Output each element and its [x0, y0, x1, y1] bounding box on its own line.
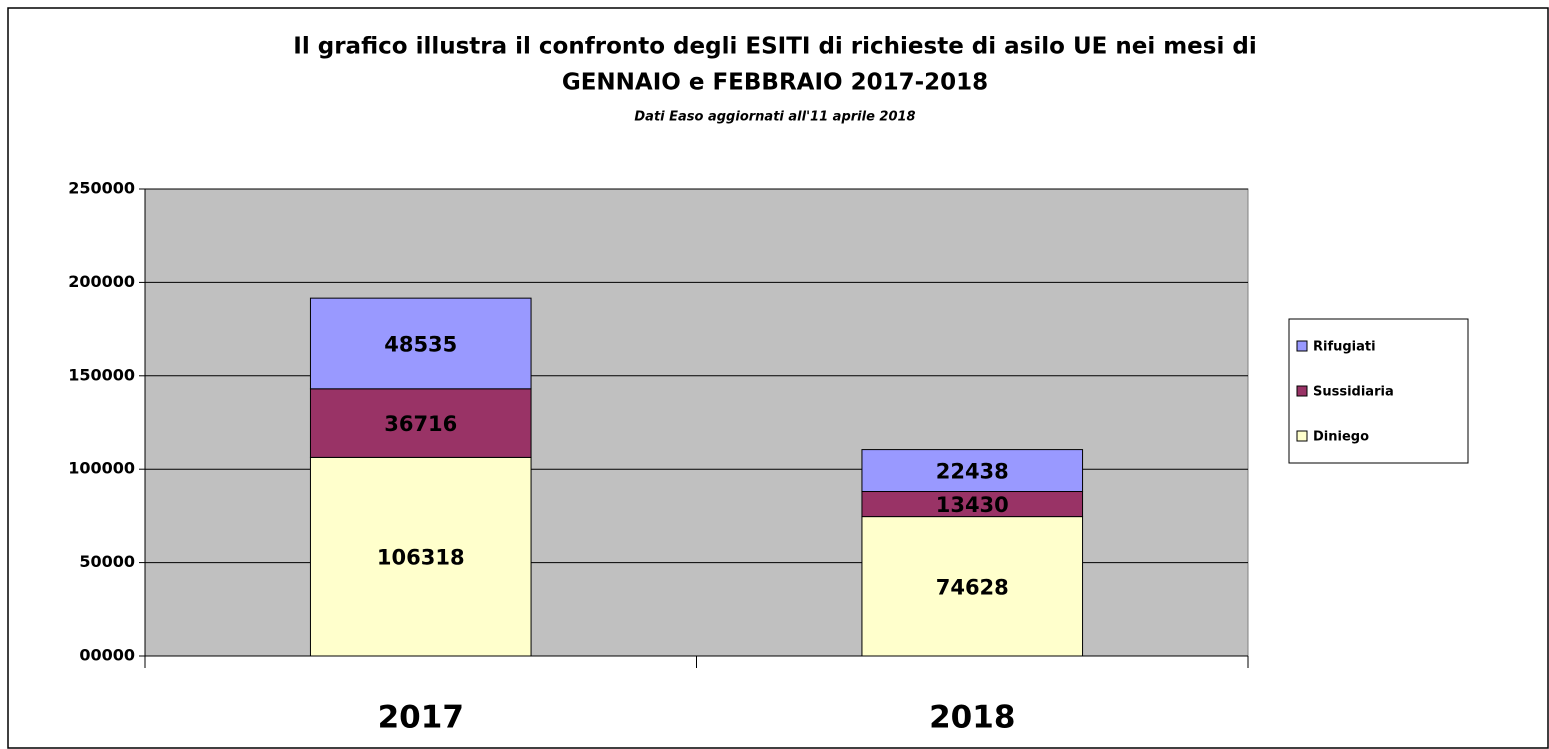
- legend-label: Rifugiati: [1313, 340, 1376, 355]
- data-label: 106318: [377, 546, 465, 570]
- bar-segment: [309, 388, 532, 458]
- data-label: 48535: [384, 332, 457, 356]
- bar-segment: [309, 297, 532, 390]
- x-tick-label: 2018: [929, 700, 1015, 736]
- bar-segment: [309, 456, 532, 657]
- chart-title: GENNAIO e FEBBRAIO 2017-2018: [562, 70, 988, 96]
- legend-swatch: [1296, 340, 1308, 352]
- bar-segment: [861, 449, 1084, 493]
- y-tick-label: 50000: [79, 552, 135, 571]
- data-label: 22438: [936, 460, 1009, 484]
- chart-title: Il grafico illustra il confronto degli E…: [293, 34, 1256, 60]
- legend-swatch: [1296, 430, 1308, 442]
- legend-label: Sussidiaria: [1313, 385, 1394, 400]
- x-tick-label: 2017: [378, 700, 464, 736]
- data-label: 36716: [384, 412, 457, 436]
- legend-label: Diniego: [1313, 430, 1369, 445]
- data-label: 74628: [936, 575, 1009, 599]
- legend: [1288, 318, 1469, 464]
- legend-swatch: [1296, 385, 1308, 397]
- data-label: 13430: [936, 493, 1009, 517]
- y-tick-label: 00000: [79, 646, 135, 665]
- y-tick-label: 100000: [68, 459, 135, 478]
- y-tick-label: 150000: [68, 365, 135, 384]
- bar-segment: [861, 516, 1084, 657]
- y-tick-label: 250000: [68, 179, 135, 198]
- y-tick-label: 200000: [68, 272, 135, 291]
- chart-subtitle: Dati Easo aggiornati all'11 aprile 2018: [634, 110, 915, 125]
